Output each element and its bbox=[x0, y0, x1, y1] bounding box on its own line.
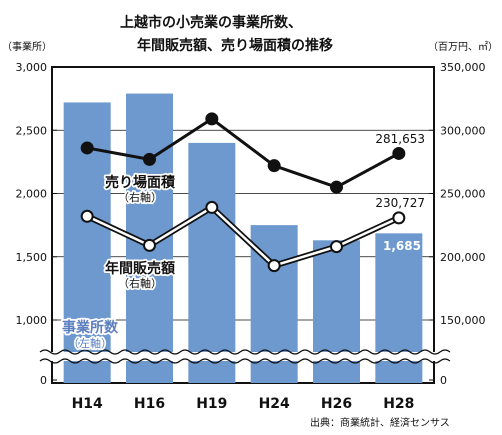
series-axis-note-annual-sales-halo: （右軸） bbox=[118, 276, 162, 290]
series-name-establishments: 事業所数 bbox=[62, 319, 119, 336]
series-name-sales-area-halo: 売り場面積 bbox=[105, 174, 176, 191]
right-tick-label: 350,000 bbox=[440, 61, 486, 74]
series-point-H26 bbox=[330, 240, 343, 254]
x-axis: H14 H16 H19 H24 H26 H28 bbox=[72, 396, 415, 412]
series-point-H19 bbox=[205, 200, 219, 214]
data-label-sales-area-last-halo: 281,653 bbox=[375, 132, 425, 146]
left-tick-label: 0 bbox=[40, 374, 47, 387]
series-axis-note-annual-sales: （右軸） bbox=[118, 276, 162, 290]
left-tick-label: 1,500 bbox=[16, 251, 48, 264]
series-axis-note-sales-area-halo: （右軸） bbox=[118, 190, 162, 204]
axis-break-line bbox=[39, 349, 451, 355]
series-point-H24 bbox=[267, 159, 281, 173]
data-label-annual-sales-last-halo: 230,727 bbox=[375, 196, 425, 210]
series-axis-note-establishments-halo: （左軸） bbox=[68, 336, 112, 350]
left-tick-label: 1,000 bbox=[16, 314, 48, 327]
axis-break-gap bbox=[40, 352, 446, 361]
series-point-H14 bbox=[80, 209, 94, 223]
series-name-sales-area: 売り場面積 bbox=[105, 174, 176, 191]
axis-break bbox=[39, 349, 451, 364]
right-tick-label: 0 bbox=[440, 374, 447, 387]
data-label-establishments-last: 1,685 bbox=[383, 239, 421, 253]
axis-break-line bbox=[39, 358, 451, 364]
series-point-H16 bbox=[143, 238, 156, 252]
left-tick-label: 2,500 bbox=[16, 124, 48, 137]
plot-area-frame bbox=[51, 66, 435, 384]
series-name-establishments-halo: 事業所数 bbox=[62, 319, 119, 336]
x-tick-label: H16 bbox=[134, 396, 165, 412]
series-point-H26 bbox=[330, 180, 343, 194]
left-tick-label: 3,000 bbox=[16, 61, 48, 74]
series-labels: 売り場面積売り場面積（右軸）（右軸）年間販売額年間販売額（右軸）（右軸）事業所数… bbox=[60, 130, 427, 352]
right-tick-label: 150,000 bbox=[440, 314, 486, 327]
chart-title-line2: 年間販売額、売り場面積の推移 bbox=[137, 37, 333, 54]
chart-title-line1: 上越市の小売業の事業所数、 bbox=[120, 14, 302, 31]
bar-H19 bbox=[188, 142, 236, 383]
series-axis-note-establishments: （左軸） bbox=[68, 336, 112, 350]
series-point-H24 bbox=[267, 259, 281, 273]
right-tick-label: 300,000 bbox=[440, 124, 486, 137]
series-name-annual-sales: 年間販売額 bbox=[105, 260, 175, 277]
left-axis: 0 1,000 1,500 2,000 2,500 3,000 bbox=[16, 61, 57, 387]
x-tick-label: H26 bbox=[321, 396, 352, 412]
x-tick-label: H28 bbox=[383, 396, 414, 412]
series-line bbox=[86, 117, 400, 189]
x-tick-label: H19 bbox=[196, 396, 227, 412]
series-axis-note-sales-area: （右軸） bbox=[118, 190, 162, 204]
series-point-H28 bbox=[392, 146, 406, 160]
data-label-annual-sales-last: 230,727 bbox=[375, 196, 425, 210]
gridlines bbox=[52, 129, 434, 321]
data-label-sales-area-last: 281,653 bbox=[375, 132, 425, 146]
left-axis-unit: （事業所） bbox=[2, 40, 52, 53]
series-name-annual-sales-halo: 年間販売額 bbox=[105, 260, 175, 277]
right-tick-label: 250,000 bbox=[440, 188, 486, 201]
left-tick-label: 2,000 bbox=[16, 188, 48, 201]
right-tick-label: 200,000 bbox=[440, 251, 486, 264]
right-axis-unit: （百万円、㎡） bbox=[428, 41, 498, 53]
right-axis: 0 150,000 200,000 250,000 300,000 350,000 bbox=[429, 61, 486, 387]
series-point-H16 bbox=[143, 152, 156, 166]
series-point-H28 bbox=[392, 211, 406, 225]
series-point-H14 bbox=[80, 141, 94, 155]
x-tick-label: H14 bbox=[72, 396, 103, 412]
series-point-H19 bbox=[205, 112, 219, 126]
series-line bbox=[86, 206, 400, 267]
x-tick-label: H24 bbox=[259, 396, 290, 412]
source-note: 出典：商業統計、経済センサス bbox=[310, 416, 450, 429]
line-series bbox=[80, 112, 406, 273]
